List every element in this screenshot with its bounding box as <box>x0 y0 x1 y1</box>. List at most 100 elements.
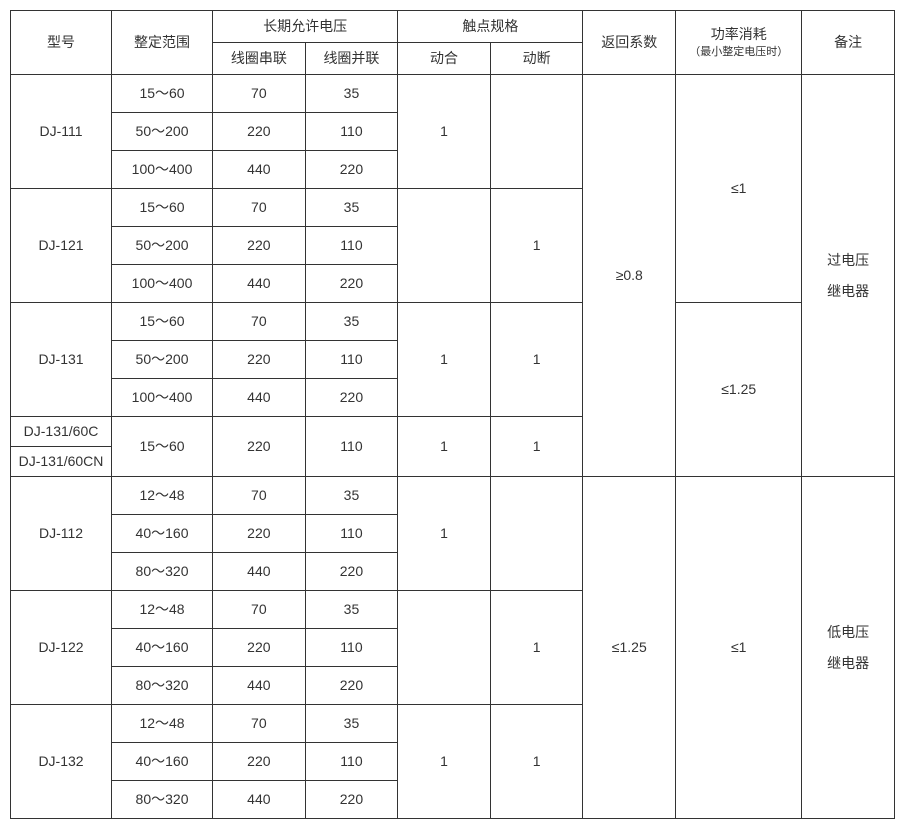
series-cell: 220 <box>213 113 306 151</box>
open-cell <box>490 477 583 591</box>
close-cell: 1 <box>398 705 491 819</box>
range-cell: 40～160 <box>112 629 213 667</box>
parallel-cell: 220 <box>305 265 398 303</box>
col-power: 功率消耗 （最小整定电压时） <box>676 11 802 75</box>
series-cell: 70 <box>213 705 306 743</box>
close-cell: 1 <box>398 477 491 591</box>
power-over-main: ≤1 <box>676 75 802 303</box>
range-cell: 12～48 <box>112 705 213 743</box>
close-cell: 1 <box>398 417 491 477</box>
range-cell: 15～60 <box>112 417 213 477</box>
range-cell: 100～400 <box>112 151 213 189</box>
open-cell: 1 <box>490 591 583 705</box>
col-power-note: （最小整定电压时） <box>676 45 801 60</box>
parallel-cell: 220 <box>305 379 398 417</box>
series-cell: 220 <box>213 341 306 379</box>
col-parallel: 线圈并联 <box>305 43 398 75</box>
range-cell: 15～60 <box>112 189 213 227</box>
parallel-cell: 110 <box>305 743 398 781</box>
range-cell: 80～320 <box>112 781 213 819</box>
return-coef-under: ≤1.25 <box>583 477 676 819</box>
parallel-cell: 35 <box>305 591 398 629</box>
range-cell: 50～200 <box>112 113 213 151</box>
model-cell: DJ-131/60CN <box>11 447 112 477</box>
model-cell: DJ-121 <box>11 189 112 303</box>
range-cell: 40～160 <box>112 743 213 781</box>
open-cell: 1 <box>490 189 583 303</box>
open-cell: 1 <box>490 303 583 417</box>
model-cell: DJ-131 <box>11 303 112 417</box>
parallel-cell: 220 <box>305 151 398 189</box>
col-series: 线圈串联 <box>213 43 306 75</box>
range-cell: 12～48 <box>112 591 213 629</box>
parallel-cell: 35 <box>305 705 398 743</box>
open-cell: 1 <box>490 705 583 819</box>
relay-spec-table: 型号 整定范围 长期允许电压 触点规格 返回系数 功率消耗 （最小整定电压时） … <box>10 10 895 819</box>
range-cell: 12～48 <box>112 477 213 515</box>
series-cell: 70 <box>213 477 306 515</box>
model-cell: DJ-111 <box>11 75 112 189</box>
parallel-cell: 35 <box>305 75 398 113</box>
series-cell: 70 <box>213 189 306 227</box>
range-cell: 50～200 <box>112 227 213 265</box>
power-over-alt: ≤1.25 <box>676 303 802 477</box>
remark-under: 低电压 继电器 <box>802 477 895 819</box>
series-cell: 440 <box>213 379 306 417</box>
model-cell: DJ-122 <box>11 591 112 705</box>
model-cell: DJ-112 <box>11 477 112 591</box>
remark-over-line1: 过电压 <box>827 252 869 268</box>
close-cell <box>398 591 491 705</box>
series-cell: 220 <box>213 417 306 477</box>
power-under: ≤1 <box>676 477 802 819</box>
series-cell: 440 <box>213 151 306 189</box>
remark-under-line1: 低电压 <box>827 624 869 640</box>
col-remark: 备注 <box>802 11 895 75</box>
close-cell: 1 <box>398 75 491 189</box>
col-power-label: 功率消耗 <box>676 25 801 45</box>
range-cell: 15～60 <box>112 75 213 113</box>
range-cell: 40～160 <box>112 515 213 553</box>
remark-under-line2: 继电器 <box>827 655 869 671</box>
remark-over-line2: 继电器 <box>827 283 869 299</box>
series-cell: 220 <box>213 629 306 667</box>
series-cell: 220 <box>213 743 306 781</box>
open-cell: 1 <box>490 417 583 477</box>
parallel-cell: 110 <box>305 515 398 553</box>
series-cell: 220 <box>213 515 306 553</box>
series-cell: 440 <box>213 553 306 591</box>
col-range: 整定范围 <box>112 11 213 75</box>
parallel-cell: 35 <box>305 477 398 515</box>
col-open: 动断 <box>490 43 583 75</box>
parallel-cell: 110 <box>305 417 398 477</box>
col-model: 型号 <box>11 11 112 75</box>
model-cell: DJ-131/60C <box>11 417 112 447</box>
range-cell: 50～200 <box>112 341 213 379</box>
series-cell: 440 <box>213 667 306 705</box>
series-cell: 440 <box>213 265 306 303</box>
parallel-cell: 220 <box>305 781 398 819</box>
range-cell: 100～400 <box>112 265 213 303</box>
series-cell: 70 <box>213 591 306 629</box>
parallel-cell: 110 <box>305 113 398 151</box>
parallel-cell: 110 <box>305 227 398 265</box>
parallel-cell: 35 <box>305 189 398 227</box>
range-cell: 80～320 <box>112 667 213 705</box>
series-cell: 220 <box>213 227 306 265</box>
close-cell: 1 <box>398 303 491 417</box>
return-coef-over: ≥0.8 <box>583 75 676 477</box>
col-return: 返回系数 <box>583 11 676 75</box>
parallel-cell: 35 <box>305 303 398 341</box>
range-cell: 100～400 <box>112 379 213 417</box>
remark-over: 过电压 继电器 <box>802 75 895 477</box>
series-cell: 70 <box>213 75 306 113</box>
range-cell: 80～320 <box>112 553 213 591</box>
close-cell <box>398 189 491 303</box>
series-cell: 440 <box>213 781 306 819</box>
parallel-cell: 110 <box>305 629 398 667</box>
parallel-cell: 220 <box>305 553 398 591</box>
col-voltage: 长期允许电压 <box>213 11 398 43</box>
parallel-cell: 220 <box>305 667 398 705</box>
col-close: 动合 <box>398 43 491 75</box>
range-cell: 15～60 <box>112 303 213 341</box>
series-cell: 70 <box>213 303 306 341</box>
